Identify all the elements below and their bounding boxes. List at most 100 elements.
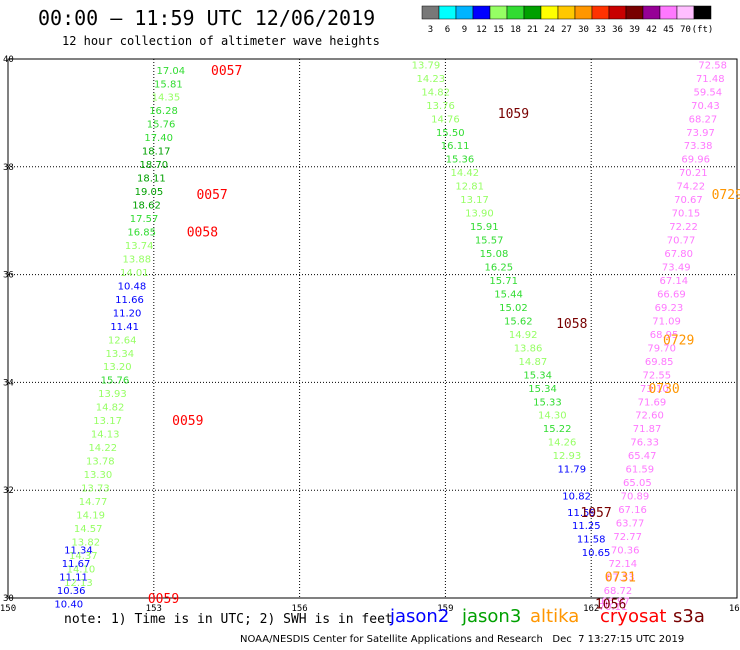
track-time-label: 0729 [663, 333, 694, 348]
swh-value-label: 15.34 [523, 370, 552, 381]
swh-value-label: 15.50 [436, 128, 465, 139]
swh-value-label: 18.70 [139, 160, 168, 171]
track-time-label: 0730 [648, 382, 679, 397]
chart-subtitle: 12 hour collection of altimeter wave hei… [62, 34, 380, 48]
swh-value-label: 10.82 [562, 492, 591, 503]
y-tick-label: 36 [3, 271, 14, 281]
track-time-label: 0057 [211, 64, 242, 79]
swh-value-label: 15.44 [494, 289, 523, 300]
colorbar-label: 9 [462, 25, 467, 35]
swh-value-label: 70.77 [667, 236, 696, 247]
swh-value-label: 70.89 [621, 492, 650, 503]
swh-value-label: 17.40 [144, 133, 173, 144]
colorbar-label: 45 [663, 25, 674, 35]
swh-value-label: 71.09 [652, 316, 681, 327]
colorbar-label: 70 [680, 25, 691, 35]
x-tick-label: 150 [0, 604, 16, 614]
swh-value-label: 15.91 [470, 222, 499, 233]
swh-value-label: 76.33 [630, 438, 659, 449]
swh-value-label: 73.97 [686, 128, 715, 139]
swh-value-label: 13.82 [71, 537, 100, 548]
swh-value-label: 68.95 [650, 330, 679, 341]
swh-value-label: 15.22 [543, 424, 572, 435]
x-tick-label: 162 [583, 604, 599, 614]
track-time-label: 1059 [498, 107, 529, 122]
swh-value-label: 14.35 [152, 93, 181, 104]
swh-value-label: 79.70 [647, 343, 676, 354]
swh-value-label: 66.69 [657, 289, 686, 300]
colorbar-label: 6 [445, 25, 450, 35]
swh-value-label: 15.34 [528, 384, 557, 395]
swh-value-label: 11.25 [572, 521, 601, 532]
swh-value-label: 66.97 [601, 597, 630, 608]
swh-value-label: 14.82 [421, 87, 450, 98]
swh-value-label: 10.36 [57, 586, 86, 597]
swh-value-label: 15.71 [489, 276, 518, 287]
swh-value-label: 59.54 [694, 87, 723, 98]
swh-value-label: 10.48 [118, 281, 147, 292]
swh-value-label: 13.34 [105, 349, 134, 360]
swh-value-label: 14.82 [96, 403, 125, 414]
swh-value-label: 11.59 [567, 508, 596, 519]
swh-value-label: 10.40 [54, 599, 83, 610]
swh-value-label: 11.20 [113, 308, 142, 319]
note-text: note: 1) Time is in UTC; 2) SWH is in fe… [64, 612, 393, 627]
swh-value-label: 13.17 [460, 195, 489, 206]
swh-value-label: 73.10 [640, 384, 669, 395]
colorbar-label: 39 [629, 25, 640, 35]
swh-value-label: 11.58 [577, 535, 606, 546]
swh-value-label: 69.23 [655, 303, 684, 314]
swh-value-label: 13.30 [84, 470, 113, 481]
swh-value-label: 71.87 [633, 424, 662, 435]
y-tick-label: 38 [3, 163, 14, 173]
swh-value-label: 72.60 [635, 411, 664, 422]
swh-value-label: 67.80 [664, 249, 693, 260]
x-tick-label: 159 [437, 604, 453, 614]
swh-value-label: 12.93 [553, 451, 582, 462]
x-tick-label: 153 [146, 604, 162, 614]
swh-value-label: 71.69 [638, 397, 667, 408]
swh-value-label: 70.36 [611, 545, 640, 556]
swh-value-label: 18.11 [137, 174, 166, 185]
swh-value-label: 68.72 [604, 586, 633, 597]
swh-value-label: 74.22 [677, 182, 706, 193]
swh-value-label: 14.77 [79, 497, 108, 508]
swh-value-label: 63.77 [616, 519, 645, 530]
swh-value-label: 72.55 [642, 370, 671, 381]
sat-label-jason2: jason2 [390, 606, 450, 627]
swh-value-label: 13.79 [412, 60, 441, 71]
swh-value-label: 72.14 [608, 559, 637, 570]
swh-value-label: 18.62 [132, 201, 161, 212]
colorbar-legend: 3 6 9 12 15 18 21 24 27 30 33 36 39 42 45 70 (ft) [421, 5, 714, 35]
swh-value-label: 17.04 [156, 66, 185, 77]
colorbar-label: 30 [578, 25, 589, 35]
colorbar-swatch [693, 5, 712, 20]
swh-value-label: 10.65 [582, 548, 611, 559]
track-time-label: 0059 [148, 592, 179, 607]
y-tick-label: 30 [3, 594, 14, 604]
track-time-label: 0729 [712, 188, 740, 203]
swh-value-label: 15.08 [480, 249, 509, 260]
swh-value-label: 15.33 [533, 397, 562, 408]
swh-value-label: 11.11 [59, 572, 88, 583]
track-time-label: 0731 [605, 570, 636, 585]
chart-title: 00:00 – 11:59 UTC 12/06/2019 [38, 6, 376, 30]
track-time-label: 0058 [187, 225, 218, 240]
colorbar-label: 36 [612, 25, 623, 35]
swh-value-label: 69.85 [645, 357, 674, 368]
swh-value-label: 15.81 [154, 79, 183, 90]
sat-label-altika: altika [530, 606, 580, 627]
swh-value-label: 13.74 [125, 241, 154, 252]
swh-value-label: 67.33 [606, 572, 635, 583]
footer-credit: NOAA/NESDIS Center for Satellite Applica… [240, 634, 685, 645]
swh-value-label: 70.67 [674, 195, 703, 206]
colorbar-label: (ft) [692, 25, 714, 35]
swh-value-label: 14.22 [88, 443, 117, 454]
track-time-label: 0057 [196, 188, 227, 203]
swh-value-label: 16.85 [127, 227, 156, 238]
swh-value-label: 13.20 [103, 362, 132, 373]
swh-value-label: 70.15 [672, 209, 701, 220]
swh-value-label: 16.28 [149, 106, 178, 117]
swh-value-label: 65.47 [628, 451, 657, 462]
